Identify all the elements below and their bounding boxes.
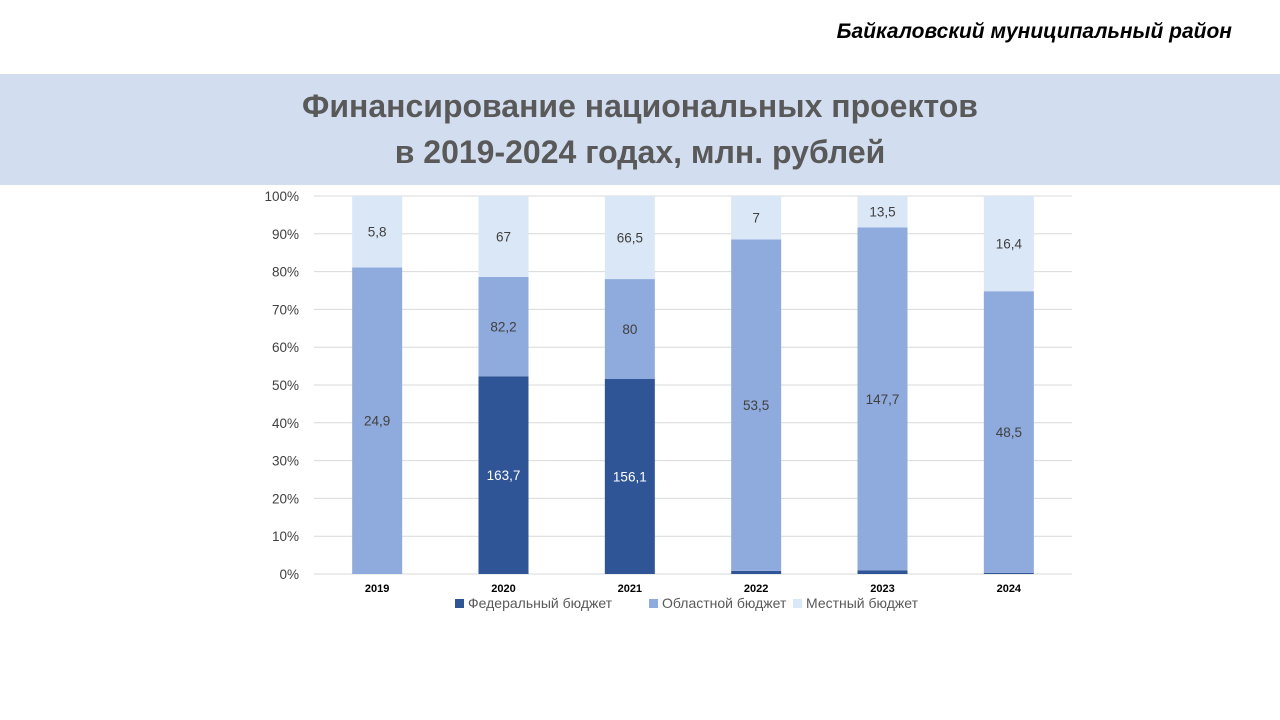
bar-segment (478, 196, 529, 277)
x-tick-label: 2022 (744, 583, 768, 595)
data-label: 24,9 (364, 414, 390, 429)
data-label: 48,5 (996, 425, 1022, 440)
y-tick-label: 90% (272, 227, 299, 242)
region-label: Байкаловский муниципальный район (836, 20, 1232, 43)
data-label: 7 (752, 211, 760, 226)
x-tick-label: 2023 (870, 583, 894, 595)
chart-title-line-2: в 2019-2024 годах, млн. рублей (394, 134, 886, 170)
bar-segment (604, 279, 655, 380)
bar-segment (604, 379, 655, 574)
y-tick-label: 60% (272, 340, 299, 355)
title-band: Финансирование национальных проектов в 2… (0, 74, 1280, 185)
data-label: 82,2 (490, 320, 516, 335)
y-tick-label: 80% (272, 265, 299, 280)
legend-swatch (793, 599, 802, 608)
y-tick-label: 0% (279, 567, 299, 582)
bar-segment (604, 196, 655, 280)
bar-segment (478, 276, 529, 377)
y-tick-label: 20% (272, 491, 299, 506)
y-tick-label: 30% (272, 454, 299, 469)
bar-segment (731, 239, 782, 571)
data-label: 53,5 (743, 398, 769, 413)
y-tick-label: 100% (264, 189, 299, 204)
x-tick-label: 2021 (618, 583, 642, 595)
legend: Федеральный бюджет Областной бюджет Местны… (455, 595, 919, 611)
bar-stacks: 024,95,8163,782,267156,18066,50,553,571,… (352, 196, 1034, 574)
bar-segment (352, 196, 403, 268)
bar-segment (857, 227, 908, 571)
bar-segment (983, 196, 1034, 292)
bar-segment (983, 291, 1034, 573)
gridlines (314, 195, 1072, 575)
x-tick-label: 2024 (997, 583, 1022, 595)
bar-segment (983, 572, 1034, 574)
x-tick-label: 2020 (491, 583, 515, 595)
data-label: 156,1 (613, 470, 647, 485)
x-axis-labels: 2019 2020 2021 2022 2023 2024 (365, 583, 1022, 595)
legend-swatch (455, 599, 464, 608)
data-label: 67 (496, 229, 511, 244)
bar-segment (857, 570, 908, 574)
y-tick-label: 70% (272, 302, 299, 317)
y-tick-label: 40% (272, 416, 299, 431)
legend-swatch (649, 599, 658, 608)
data-label: 147,7 (866, 392, 900, 407)
y-tick-label: 50% (272, 378, 299, 393)
bar-segment (731, 570, 782, 574)
chart-title-line-1: Финансирование национальных проектов (302, 88, 978, 124)
bar-segment (731, 196, 782, 240)
bar-segment (478, 376, 529, 574)
legend-label: Местный бюджет (806, 595, 919, 611)
data-label: 80 (622, 322, 637, 337)
legend-label: Федеральный бюджет (468, 595, 613, 611)
bar-segment (857, 196, 908, 228)
x-tick-label: 2019 (365, 583, 389, 595)
legend-label: Областной бюджет (662, 595, 787, 611)
data-label: 66,5 (617, 231, 643, 246)
bar-segment (352, 267, 403, 574)
data-label: 13,5 (869, 205, 895, 220)
data-label: 5,8 (368, 225, 387, 240)
y-tick-label: 10% (272, 529, 299, 544)
y-axis-ticks: 0% 10% 20% 30% 40% 50% 60% 70% 80% 90% 100% (264, 189, 299, 582)
data-label: 16,4 (996, 237, 1023, 252)
data-label: 163,7 (487, 468, 521, 483)
